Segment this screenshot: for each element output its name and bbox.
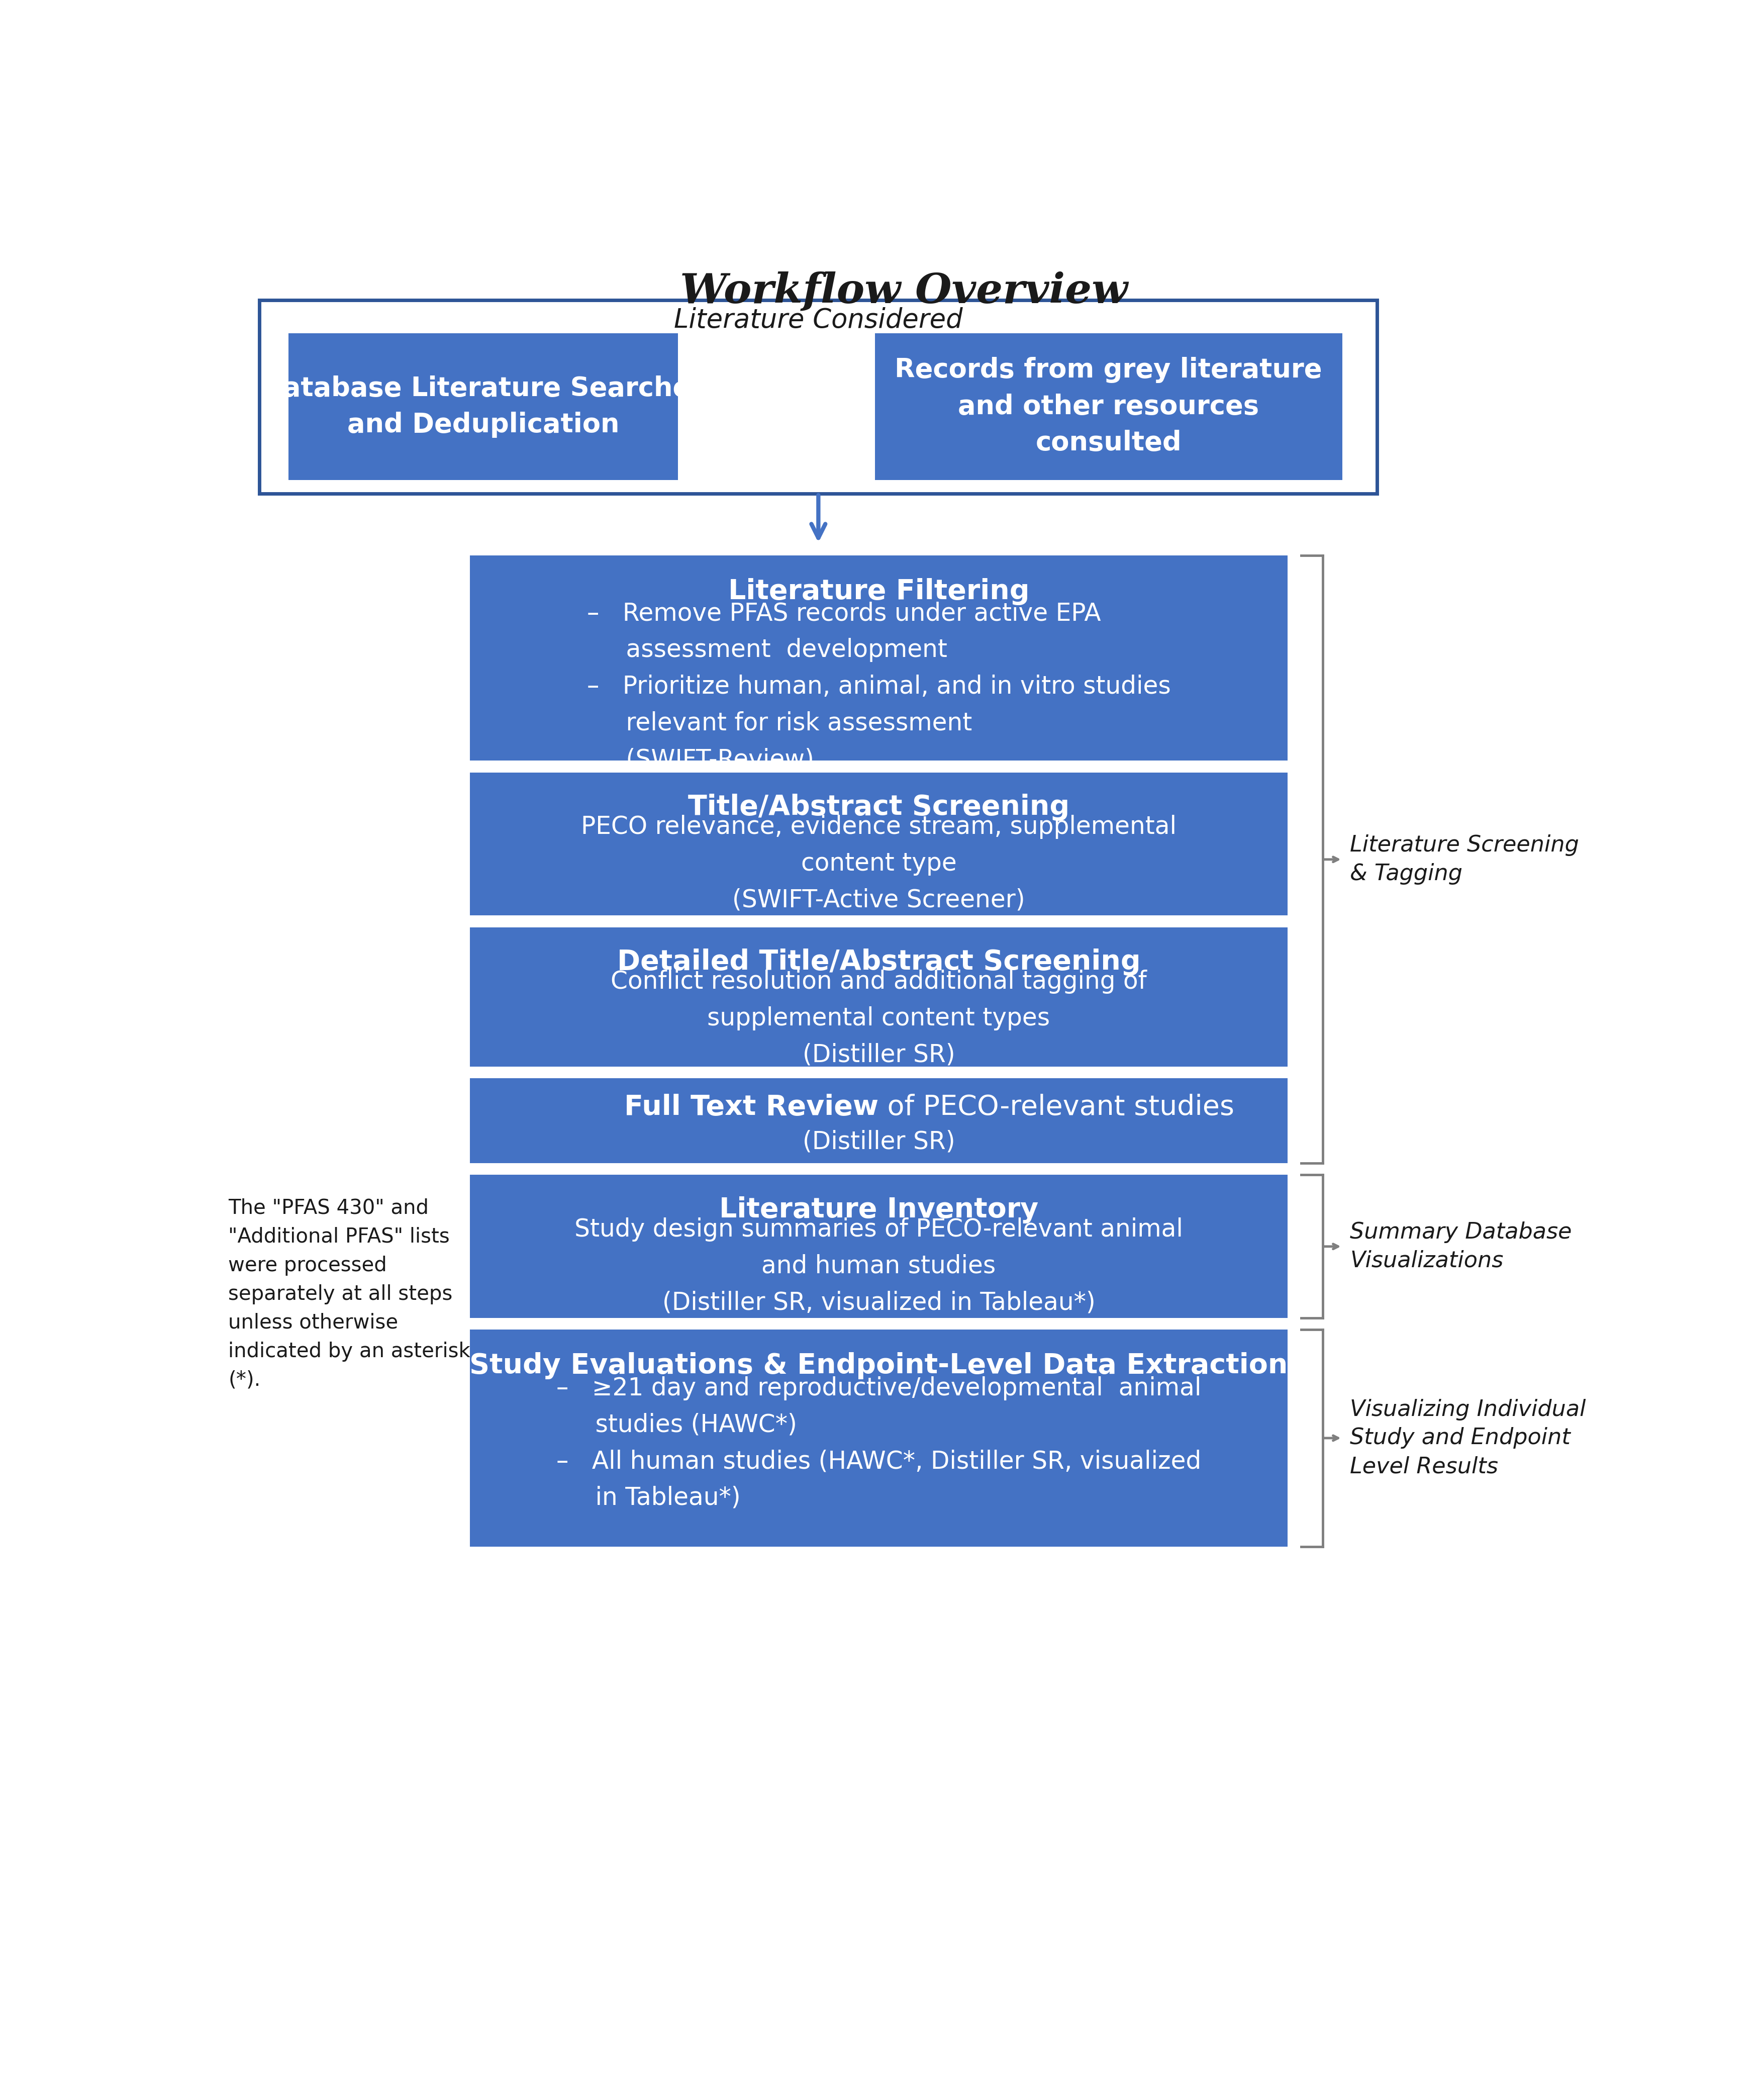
FancyBboxPatch shape [469,1330,1288,1335]
Text: Full Text Review: Full Text Review [624,1093,878,1120]
Text: –   Remove PFAS records under active EPA
     assessment  development
–   Priori: – Remove PFAS records under active EPA a… [587,602,1171,772]
FancyBboxPatch shape [469,1078,1288,1083]
Text: The "PFAS 430" and
"Additional PFAS" lists
were processed
separately at all step: The "PFAS 430" and "Additional PFAS" lis… [228,1197,471,1391]
Text: Literature Screening
& Tagging: Literature Screening & Tagging [1349,835,1579,885]
Text: of PECO-relevant studies: of PECO-relevant studies [878,1093,1235,1120]
Text: Records from grey literature
and other resources
consulted: Records from grey literature and other r… [894,358,1323,456]
Text: PECO relevance, evidence stream, supplemental
content type
(SWIFT-Active Screene: PECO relevance, evidence stream, supplem… [580,814,1177,912]
Text: Title/Abstract Screening: Title/Abstract Screening [688,793,1069,820]
FancyBboxPatch shape [469,772,1288,916]
Text: Literature Considered: Literature Considered [674,308,963,333]
FancyBboxPatch shape [469,556,1288,560]
Text: Workflow Overview: Workflow Overview [681,271,1127,312]
FancyBboxPatch shape [469,1078,1288,1164]
FancyBboxPatch shape [469,926,1288,933]
Text: Detailed Title/Abstract Screening: Detailed Title/Abstract Screening [617,949,1141,976]
FancyBboxPatch shape [469,1330,1288,1547]
FancyBboxPatch shape [289,333,677,481]
FancyBboxPatch shape [875,333,1342,481]
Text: Database Literature Searches
and Deduplication: Database Literature Searches and Dedupli… [261,375,706,437]
Text: Study design summaries of PECO-relevant animal
and human studies
(Distiller SR, : Study design summaries of PECO-relevant … [575,1218,1184,1314]
FancyBboxPatch shape [469,1174,1288,1318]
Text: Conflict resolution and additional tagging of
supplemental content types
(Distil: Conflict resolution and additional taggi… [610,970,1147,1066]
Text: –   ≥21 day and reproductive/developmental  animal
     studies (HAWC*)
–   All : – ≥21 day and reproductive/developmental… [556,1376,1201,1509]
Text: Study Evaluations & Endpoint-Level Data Extraction: Study Evaluations & Endpoint-Level Data … [469,1351,1288,1378]
Text: (Distiller SR): (Distiller SR) [803,1131,954,1153]
FancyBboxPatch shape [259,300,1378,493]
Text: Literature Inventory: Literature Inventory [720,1197,1039,1224]
Text: Literature Filtering: Literature Filtering [729,579,1030,606]
FancyBboxPatch shape [469,1174,1288,1180]
FancyBboxPatch shape [469,556,1288,760]
Text: Summary Database
Visualizations: Summary Database Visualizations [1349,1222,1572,1272]
FancyBboxPatch shape [469,926,1288,1066]
FancyBboxPatch shape [469,772,1288,779]
Text: Visualizing Individual
Study and Endpoint
Level Results: Visualizing Individual Study and Endpoin… [1349,1399,1586,1478]
